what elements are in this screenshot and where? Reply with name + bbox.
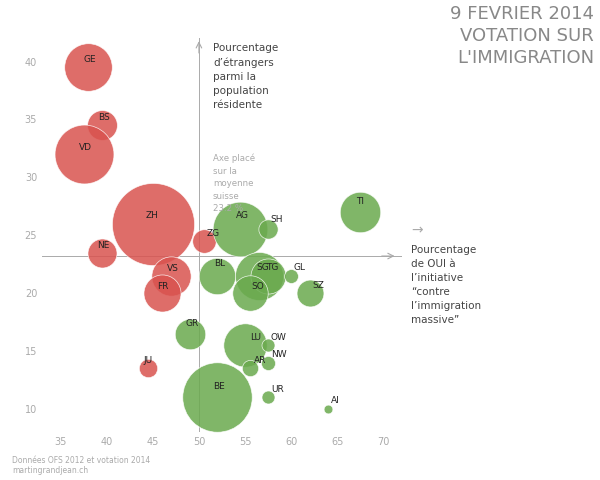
Text: BS: BS (98, 113, 110, 122)
Point (263, 272, 273, 279)
Point (97, 249, 107, 256)
Point (286, 272, 296, 279)
Text: Pourcentage
de OUI à
l’initiative
“contre
l’immigration
massive”: Pourcentage de OUI à l’initiative “contr… (411, 245, 481, 325)
Point (166, 272, 176, 279)
Text: ZG: ZG (206, 228, 220, 238)
Point (263, 226, 273, 233)
Point (83, 63, 93, 71)
Point (254, 272, 264, 279)
Point (240, 341, 250, 349)
Point (305, 289, 314, 297)
Text: GE: GE (83, 55, 96, 64)
Point (356, 208, 365, 216)
Point (157, 289, 167, 297)
Text: TG: TG (266, 263, 278, 272)
Text: VD: VD (79, 143, 92, 152)
Text: NE: NE (97, 241, 110, 250)
Text: SG: SG (256, 263, 269, 272)
Text: 9 FEVRIER 2014
VOTATION SUR
L'IMMIGRATION: 9 FEVRIER 2014 VOTATION SUR L'IMMIGRATIO… (450, 5, 594, 67)
Point (97, 121, 107, 129)
Text: VS: VS (167, 264, 178, 274)
Point (236, 226, 245, 233)
Point (245, 289, 254, 297)
Point (143, 364, 153, 372)
Text: LU: LU (250, 333, 260, 342)
Text: SH: SH (270, 215, 283, 224)
Text: AI: AI (331, 396, 340, 406)
Point (263, 394, 273, 401)
Text: Axe placé
sur la
moyenne
suisse
23.2 %: Axe placé sur la moyenne suisse 23.2 % (213, 154, 255, 213)
Point (263, 341, 273, 349)
Text: SO: SO (251, 282, 264, 291)
Text: NW: NW (271, 350, 287, 359)
Point (245, 364, 254, 372)
Point (148, 220, 158, 228)
Text: Pourcentage
d’étrangers
parmi la
population
résidente: Pourcentage d’étrangers parmi la populat… (213, 43, 278, 110)
Point (212, 394, 222, 401)
Point (185, 330, 194, 337)
Point (263, 359, 273, 366)
Text: GR: GR (185, 319, 199, 328)
Text: AR: AR (254, 356, 266, 365)
Text: UR: UR (271, 385, 284, 394)
Point (212, 272, 222, 279)
Point (79, 150, 88, 158)
Text: →: → (411, 223, 422, 238)
Text: Données OFS 2012 et votation 2014
martingrandjean.ch: Données OFS 2012 et votation 2014 martin… (12, 456, 150, 475)
Point (323, 405, 333, 413)
Text: TI: TI (356, 197, 364, 206)
Text: BE: BE (213, 383, 224, 392)
Text: AG: AG (236, 211, 249, 220)
Point (199, 237, 208, 245)
Text: BL: BL (215, 259, 226, 268)
Text: JU: JU (143, 356, 152, 365)
Text: ZH: ZH (145, 211, 158, 220)
Text: SZ: SZ (313, 281, 325, 289)
Text: GL: GL (293, 263, 305, 272)
Text: OW: OW (271, 333, 287, 342)
Text: FR: FR (157, 282, 169, 291)
